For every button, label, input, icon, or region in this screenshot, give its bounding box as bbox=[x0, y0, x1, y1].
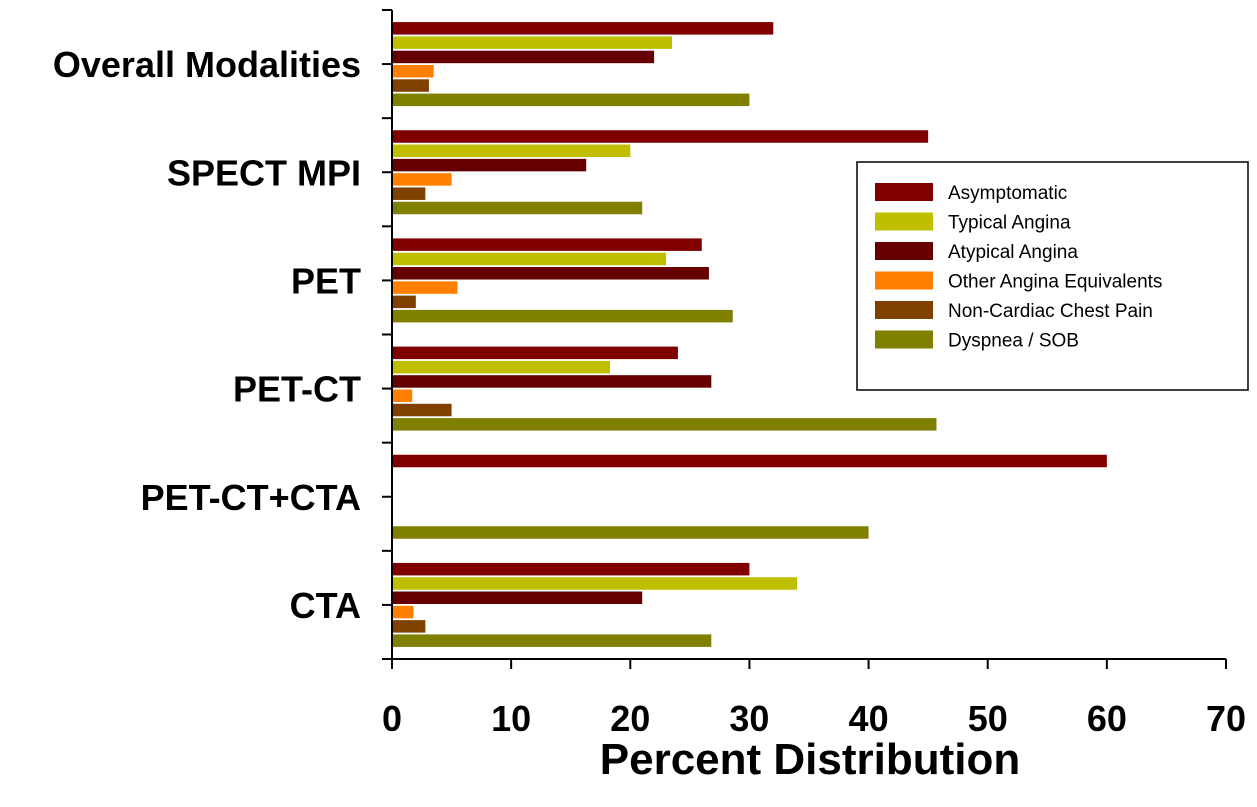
legend-items: Asymptomatic Typical Angina Atypical Angin… bbox=[875, 183, 1162, 352]
bar-overall-modalities-atypical-angina bbox=[393, 50, 655, 64]
x-tick-label: 0 bbox=[382, 698, 402, 739]
bar-spect-mpi-non-cardiac-chest-pain bbox=[393, 187, 426, 200]
bar-spect-mpi-typical-angina bbox=[393, 144, 631, 158]
bar-pet-ct-dyspnea-sob bbox=[393, 418, 937, 431]
legend-swatch-typical-angina bbox=[875, 212, 933, 231]
x-tick-label: 40 bbox=[849, 698, 889, 739]
bar-cta-typical-angina bbox=[393, 577, 798, 590]
legend-label-typical-angina: Typical Angina bbox=[948, 213, 1071, 234]
bar-pet-non-cardiac-chest-pain bbox=[393, 295, 416, 309]
bar-pet-atypical-angina bbox=[393, 267, 709, 280]
legend-swatch-asymptomatic bbox=[875, 183, 933, 201]
x-axis-title: Percent Distribution bbox=[600, 735, 1021, 784]
bar-pet-ct-cta-asymptomatic bbox=[393, 454, 1107, 468]
bar-pet-ct-asymptomatic bbox=[393, 346, 678, 360]
legend-label-asymptomatic: Asymptomatic bbox=[948, 183, 1067, 204]
bar-spect-mpi-atypical-angina bbox=[393, 158, 587, 172]
bar-cta-other-angina-equivalents bbox=[393, 605, 414, 619]
category-label: SPECT MPI bbox=[167, 152, 361, 193]
category-label: Overall Modalities bbox=[53, 44, 361, 85]
bar-spect-mpi-asymptomatic bbox=[393, 130, 929, 143]
category-label: PET-CT+CTA bbox=[141, 477, 361, 518]
bar-pet-asymptomatic bbox=[393, 238, 702, 251]
legend-label-other-angina-equivalents: Other Angina Equivalents bbox=[948, 272, 1162, 293]
legend-label-atypical-angina: Atypical Angina bbox=[948, 242, 1078, 263]
bar-overall-modalities-other-angina-equivalents bbox=[393, 64, 434, 78]
category-label: CTA bbox=[290, 585, 361, 626]
bar-spect-mpi-other-angina-equivalents bbox=[393, 173, 452, 186]
legend-swatch-dyspnea-sob bbox=[875, 330, 933, 349]
x-ticks bbox=[391, 659, 1227, 669]
x-tick-label: 50 bbox=[968, 698, 1008, 739]
bar-pet-ct-typical-angina bbox=[393, 360, 611, 374]
x-tick-label: 20 bbox=[610, 698, 650, 739]
x-tick-label: 10 bbox=[491, 698, 531, 739]
bar-overall-modalities-asymptomatic bbox=[393, 22, 774, 35]
bar-overall-modalities-dyspnea-sob bbox=[393, 93, 750, 107]
bar-pet-typical-angina bbox=[393, 252, 667, 266]
bar-cta-asymptomatic bbox=[393, 562, 750, 576]
bar-pet-ct-cta-dyspnea-sob bbox=[393, 526, 869, 539]
category-label: PET-CT bbox=[233, 369, 361, 410]
bar-pet-ct-atypical-angina bbox=[393, 375, 712, 388]
category-label: PET bbox=[291, 260, 361, 301]
x-tick-labels: 0 10 20 30 40 50 60 70 bbox=[382, 698, 1246, 739]
x-tick-label: 70 bbox=[1206, 698, 1246, 739]
bar-pet-other-angina-equivalents bbox=[393, 281, 458, 294]
bars-group bbox=[393, 22, 1107, 647]
bar-pet-dyspnea-sob bbox=[393, 309, 733, 323]
y-ticks bbox=[382, 9, 392, 660]
bar-overall-modalities-non-cardiac-chest-pain bbox=[393, 79, 429, 92]
legend-swatch-atypical-angina bbox=[875, 242, 933, 260]
bar-spect-mpi-dyspnea-sob bbox=[393, 201, 643, 215]
legend: Asymptomatic Typical Angina Atypical Angin… bbox=[856, 161, 1249, 391]
legend-swatch-other-angina-equivalents bbox=[875, 271, 933, 290]
x-tick-label: 60 bbox=[1087, 698, 1127, 739]
bar-overall-modalities-typical-angina bbox=[393, 36, 672, 49]
legend-label-dyspnea-sob: Dyspnea / SOB bbox=[948, 331, 1079, 352]
bar-cta-non-cardiac-chest-pain bbox=[393, 620, 426, 633]
bar-cta-dyspnea-sob bbox=[393, 634, 712, 647]
x-tick-label: 30 bbox=[729, 698, 769, 739]
bar-pet-ct-non-cardiac-chest-pain bbox=[393, 403, 452, 417]
legend-swatch-non-cardiac-chest-pain bbox=[875, 301, 933, 319]
bar-cta-atypical-angina bbox=[393, 591, 643, 605]
category-labels: Overall Modalities SPECT MPI PET PET-CT PET-… bbox=[53, 44, 361, 626]
bar-pet-ct-other-angina-equivalents bbox=[393, 389, 413, 402]
legend-label-non-cardiac-chest-pain: Non-Cardiac Chest Pain bbox=[948, 301, 1153, 322]
